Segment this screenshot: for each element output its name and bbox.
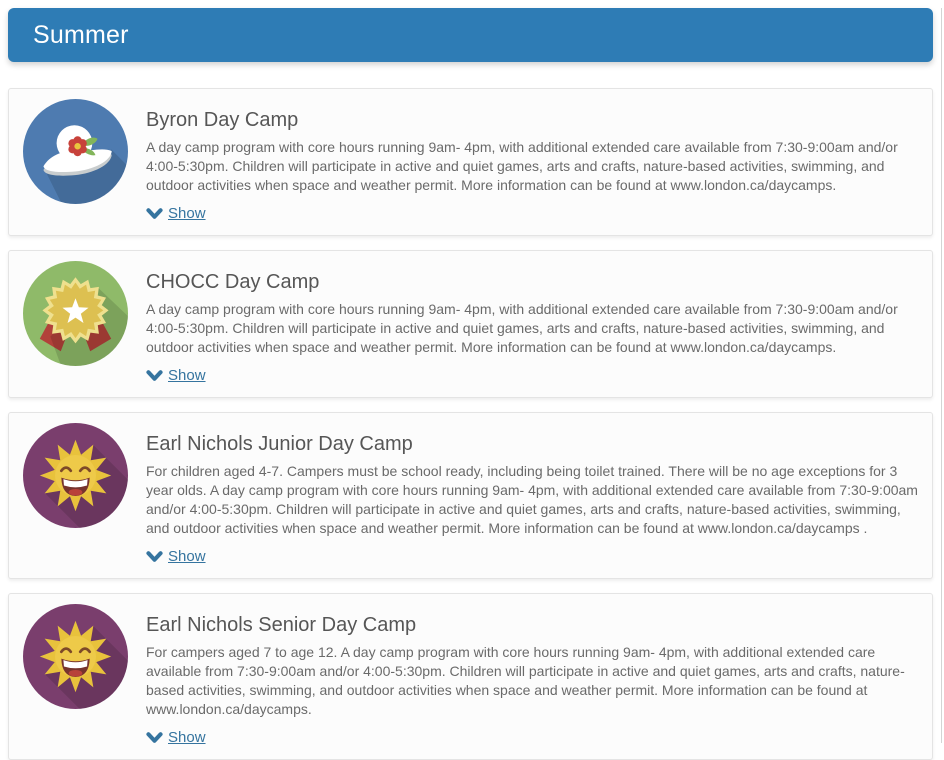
chevron-down-icon[interactable] <box>146 369 163 382</box>
show-link-label[interactable]: Show <box>168 729 206 746</box>
smiling-sun-icon <box>23 423 128 528</box>
summer-header: Summer <box>8 8 933 62</box>
camp-title: Earl Nichols Junior Day Camp <box>146 433 413 455</box>
camp-description: A day camp program with core hours runni… <box>146 139 898 193</box>
chevron-down-icon[interactable] <box>146 731 163 744</box>
camp-title: Earl Nichols Senior Day Camp <box>146 614 417 636</box>
camp-title: Byron Day Camp <box>146 109 299 131</box>
camp-card-body: Earl Nichols Senior Day Camp For campers… <box>146 604 918 749</box>
camp-description: For campers aged 7 to age 12. A day camp… <box>146 644 905 717</box>
chevron-down-icon[interactable] <box>146 207 163 220</box>
smiling-sun-icon <box>23 604 128 709</box>
show-toggle[interactable]: Show <box>146 367 206 384</box>
camp-card: Byron Day Camp A day camp program with c… <box>8 88 933 236</box>
camp-card: Earl Nichols Junior Day Camp For childre… <box>8 412 933 579</box>
show-toggle[interactable]: Show <box>146 548 206 565</box>
sun-hat-icon <box>23 99 128 204</box>
show-toggle[interactable]: Show <box>146 729 206 746</box>
camp-card: Earl Nichols Senior Day Camp For campers… <box>8 593 933 760</box>
chevron-down-icon[interactable] <box>146 550 163 563</box>
show-toggle[interactable]: Show <box>146 205 206 222</box>
camp-description: A day camp program with core hours runni… <box>146 301 898 355</box>
camp-title: CHOCC Day Camp <box>146 271 320 293</box>
show-link-label[interactable]: Show <box>168 367 206 384</box>
show-link-label[interactable]: Show <box>168 548 206 565</box>
content-panel: Summer Byron Day Camp A day camp program… <box>0 8 942 760</box>
camp-description: For children aged 4-7. Campers must be s… <box>146 463 918 536</box>
camp-list: Byron Day Camp A day camp program with c… <box>0 62 941 760</box>
page-title: Summer <box>33 20 129 49</box>
camp-card-body: CHOCC Day Camp A day camp program with c… <box>146 261 918 387</box>
camp-card-body: Byron Day Camp A day camp program with c… <box>146 99 918 225</box>
camp-card-body: Earl Nichols Junior Day Camp For childre… <box>146 423 918 568</box>
camp-card: CHOCC Day Camp A day camp program with c… <box>8 250 933 398</box>
award-badge-icon <box>23 261 128 366</box>
show-link-label[interactable]: Show <box>168 205 206 222</box>
